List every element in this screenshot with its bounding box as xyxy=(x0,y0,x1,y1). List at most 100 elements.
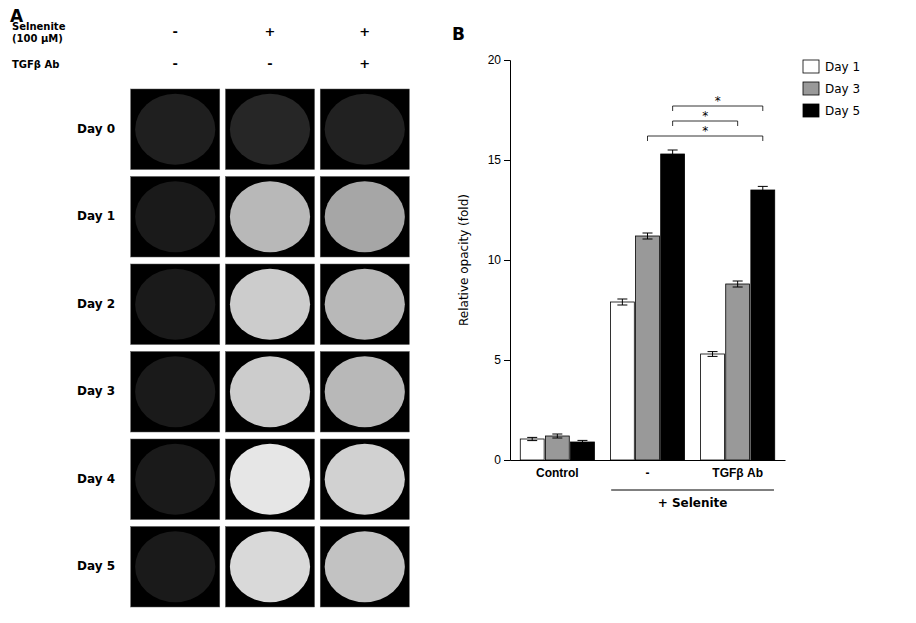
y-tick: 15 xyxy=(488,153,510,167)
y-axis-title: Relative opacity (fold) xyxy=(457,194,471,326)
error-bar-line xyxy=(737,281,738,287)
legend-swatch xyxy=(803,82,819,95)
x-axis: Control-TGFβ Ab xyxy=(511,461,786,480)
bar xyxy=(661,154,685,460)
error-bar xyxy=(708,352,718,357)
bar-series xyxy=(520,299,724,460)
legend-item: Day 1 xyxy=(803,60,860,74)
tick-mark xyxy=(504,160,510,161)
image-frame xyxy=(320,527,409,608)
error-bar-cap xyxy=(643,233,653,234)
tick-label: 20 xyxy=(488,53,502,67)
tick-mark xyxy=(504,60,510,61)
error-bar-cap xyxy=(577,440,587,441)
error-bar-cap xyxy=(708,351,718,352)
y-tick: 20 xyxy=(488,53,510,67)
legend-label: Day 3 xyxy=(825,82,860,96)
group-bracket xyxy=(611,490,774,491)
cells xyxy=(131,89,410,607)
y-tick: 10 xyxy=(488,253,510,267)
image-frame xyxy=(320,439,409,520)
lens-cell xyxy=(135,181,215,252)
significance-label: * xyxy=(702,124,708,138)
tick-label: 5 xyxy=(494,353,501,367)
group-label: + Selenite xyxy=(658,496,728,510)
x-tick: Control xyxy=(536,466,579,480)
lens-cell xyxy=(230,444,310,515)
significance-label: * xyxy=(715,94,721,108)
column-header-value: + xyxy=(359,56,370,71)
column-header-line: (100 μM) xyxy=(12,33,63,44)
lens-cell xyxy=(230,181,310,252)
row-label: Day 3 xyxy=(77,384,115,398)
row-label: Day 4 xyxy=(77,472,115,486)
error-bar-cap xyxy=(708,356,718,357)
tick-label: 0 xyxy=(494,453,501,467)
panel-b: B05101520Control-TGFβ AbRelative opacity… xyxy=(452,24,860,510)
error-bar-cap xyxy=(617,299,627,300)
error-bar-cap xyxy=(552,434,562,435)
image-frame xyxy=(225,89,314,170)
image-frame xyxy=(225,527,314,608)
error-bar xyxy=(668,150,678,158)
x-tick: TGFβ Ab xyxy=(712,466,763,480)
error-bar-cap xyxy=(733,287,743,288)
image-frame xyxy=(131,177,220,258)
error-bar xyxy=(733,281,743,287)
lens-cell xyxy=(135,94,215,165)
image-frame xyxy=(225,352,314,433)
lens-cell xyxy=(230,94,310,165)
column-header-value: + xyxy=(359,24,370,39)
column-header-value: - xyxy=(173,24,178,39)
column-header-value: - xyxy=(267,56,272,71)
image-frame xyxy=(320,177,409,258)
image-frame xyxy=(131,264,220,345)
column-header-label: Selnenite(100 μM) xyxy=(12,21,66,44)
lens-cell xyxy=(230,531,310,602)
row-label: Day 5 xyxy=(77,559,115,573)
image-frame xyxy=(131,527,220,608)
error-bar xyxy=(617,299,627,305)
legend-swatch xyxy=(803,104,819,117)
legend-item: Day 3 xyxy=(803,82,860,96)
error-bar xyxy=(643,233,653,239)
row-label: Day 1 xyxy=(77,209,115,223)
column-header-line: Selnenite xyxy=(12,21,66,32)
lens-cell xyxy=(135,269,215,340)
lens-cell xyxy=(325,444,405,515)
row-label: Day 2 xyxy=(77,297,115,311)
lens-cell xyxy=(325,181,405,252)
tick-label: Control xyxy=(536,466,579,480)
axis-line xyxy=(511,460,786,461)
image-frame xyxy=(320,352,409,433)
error-bar-cap xyxy=(527,437,537,438)
row-label: Day 0 xyxy=(77,122,115,136)
bar xyxy=(636,236,660,460)
error-bar-cap xyxy=(758,193,768,194)
error-bar-cap xyxy=(668,150,678,151)
significance-label: * xyxy=(702,109,708,123)
error-bar-cap xyxy=(733,281,743,282)
legend: Day 1Day 3Day 5 xyxy=(803,60,860,118)
image-frame xyxy=(320,264,409,345)
y-axis: 0 5 10 15 20 xyxy=(488,53,511,467)
bar xyxy=(545,436,569,460)
lens-cell xyxy=(325,531,405,602)
error-bar-cap xyxy=(758,186,768,187)
error-bar-cap xyxy=(552,438,562,439)
lens-cell xyxy=(325,356,405,427)
image-frame xyxy=(131,89,220,170)
error-bar-line xyxy=(762,186,763,193)
lens-cell xyxy=(325,94,405,165)
lens-cell xyxy=(230,269,310,340)
panel-a: ASelnenite(100 μM)-++TGFβ Ab--+Day 0Day … xyxy=(10,6,409,607)
bar-series xyxy=(571,150,775,460)
axis-line xyxy=(504,61,511,461)
image-frame xyxy=(225,177,314,258)
column-header-value: + xyxy=(265,24,276,39)
image-frame xyxy=(225,439,314,520)
bar xyxy=(571,442,595,460)
y-tick: 0 xyxy=(494,453,510,467)
error-bar-cap xyxy=(617,305,627,306)
error-bar xyxy=(552,434,562,438)
